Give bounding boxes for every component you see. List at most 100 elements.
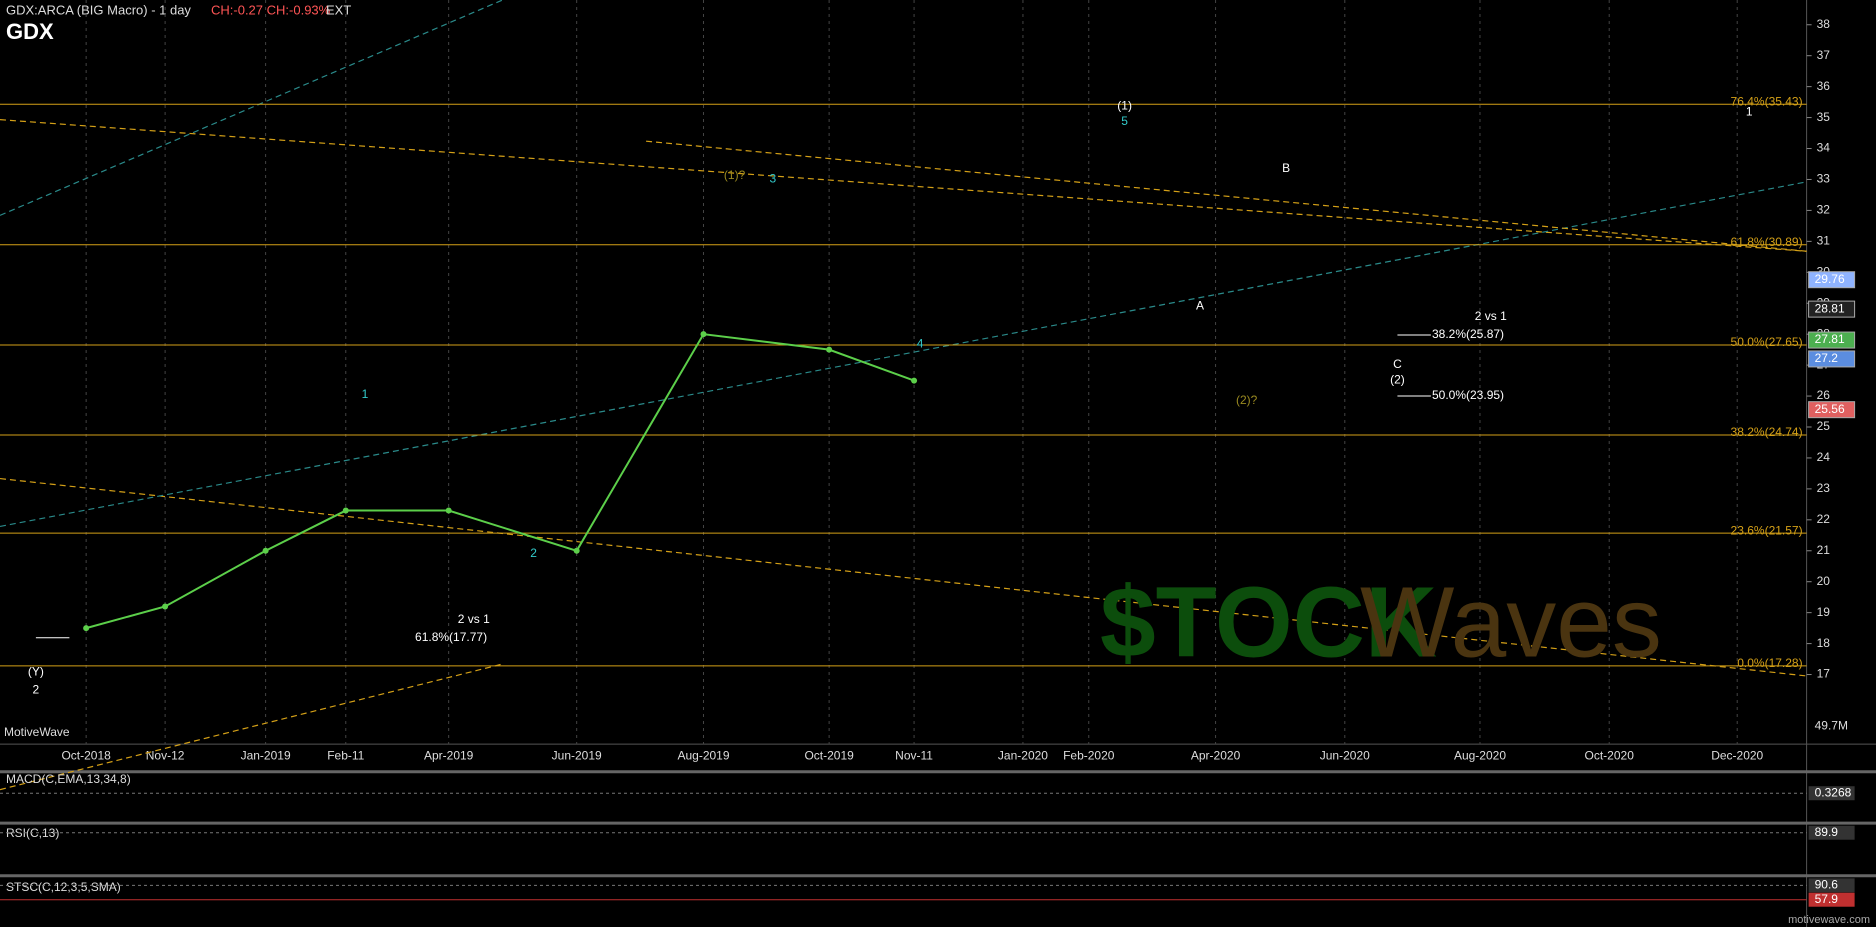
- indicator-label: STSC(C,12,3,5,SMA): [6, 880, 121, 894]
- x-tick-label: Oct-2018: [61, 748, 111, 762]
- wave-label: (1)?: [724, 168, 746, 182]
- price-tag: [1808, 300, 1856, 318]
- wave-label: 50.0%(23.95): [1432, 388, 1504, 402]
- y-tick-label: 36: [1817, 79, 1831, 93]
- x-tick-label: Aug-2020: [1454, 748, 1506, 762]
- x-tick-label: Nov-11: [895, 748, 933, 762]
- wave-label: 2: [33, 683, 40, 697]
- price-point: [573, 547, 580, 554]
- price-tag: [1808, 350, 1856, 368]
- fib-label: 61.8%(30.89): [1731, 235, 1803, 249]
- price-tag-label: 25.56: [1815, 402, 1845, 416]
- trend-line: [0, 181, 1807, 528]
- price-tag-label: 27.2: [1815, 351, 1839, 365]
- price-point: [162, 603, 169, 610]
- y-tick-label: 31: [1817, 234, 1831, 248]
- y-tick-label: 26: [1817, 388, 1831, 402]
- indicator-tag: [1808, 892, 1855, 907]
- price-point: [83, 625, 90, 632]
- wave-label: 5: [1121, 114, 1128, 128]
- x-tick-label: Jun-2019: [552, 748, 602, 762]
- y-tick-label: 18: [1817, 636, 1831, 650]
- session: EXT: [326, 2, 351, 17]
- wave-label: 2 vs 1: [1475, 309, 1507, 323]
- y-tick-label: 21: [1817, 543, 1831, 557]
- x-tick-label: Feb-2020: [1063, 748, 1115, 762]
- x-tick-label: Oct-2019: [804, 748, 854, 762]
- indicator-value: 90.6: [1815, 878, 1839, 892]
- y-tick-label: 17: [1817, 667, 1831, 681]
- wave-label: 38.2%(25.87): [1432, 327, 1504, 341]
- y-tick-label: 24: [1817, 450, 1831, 464]
- price-point: [445, 507, 452, 514]
- y-tick-label: 20: [1817, 574, 1831, 588]
- indicator-value: 57.9: [1815, 892, 1839, 906]
- trend-line: [646, 140, 1807, 252]
- price-tag: [1808, 331, 1856, 349]
- y-tick-label: 32: [1817, 203, 1831, 217]
- x-tick-label: Aug-2019: [677, 748, 729, 762]
- platform: MotiveWave: [4, 725, 70, 739]
- x-tick-label: Nov-12: [146, 748, 185, 762]
- trend-line: [0, 119, 1807, 252]
- trend-line: [0, 477, 1807, 677]
- wave-label: A: [1196, 298, 1204, 312]
- symbol: GDX: [6, 19, 54, 44]
- y-tick-label: 22: [1817, 512, 1831, 526]
- wave-label: (2): [1390, 373, 1405, 387]
- wave-label: 3: [770, 172, 777, 186]
- x-tick-label: Jan-2020: [998, 748, 1048, 762]
- trend-line: [0, 0, 503, 216]
- y-tick-label: 33: [1817, 172, 1831, 186]
- wave-label: 1: [1746, 105, 1753, 119]
- wave-label: 4: [917, 337, 924, 351]
- price-point: [262, 547, 269, 554]
- wave-label: 2 vs 1: [458, 612, 490, 626]
- x-tick-label: Apr-2019: [424, 748, 474, 762]
- fib-label: 50.0%(27.65): [1731, 335, 1803, 349]
- y-tick-label: 25: [1817, 419, 1831, 433]
- indicator-tag: [1808, 825, 1855, 840]
- price-point: [700, 331, 707, 338]
- wave-label: C: [1393, 357, 1402, 371]
- fib-label: 23.6%(21.57): [1731, 523, 1803, 537]
- wave-label: (2)?: [1236, 393, 1258, 407]
- x-tick-label: Apr-2020: [1191, 748, 1241, 762]
- price-tag-label: 27.81: [1815, 332, 1845, 346]
- y-tick-label: 23: [1817, 481, 1831, 495]
- volume-label: 49.7M: [1815, 718, 1848, 732]
- price-point: [826, 346, 833, 353]
- wave-label: (Y): [28, 665, 44, 679]
- watermark: $TOCK: [1100, 566, 1437, 678]
- fib-label: 76.4%(35.43): [1731, 94, 1803, 108]
- price-tag: [1808, 271, 1856, 289]
- chart-title: GDX:ARCA (BIG Macro) - 1 day: [6, 2, 191, 17]
- wave-label: 61.8%(17.77): [415, 630, 487, 644]
- y-tick-label: 38: [1817, 17, 1831, 31]
- indicator-value: 0.3268: [1815, 785, 1852, 799]
- y-tick-label: 37: [1817, 48, 1831, 62]
- indicator-tag: [1808, 786, 1855, 801]
- price-tag-label: 29.76: [1815, 272, 1845, 286]
- x-tick-label: Feb-11: [327, 748, 364, 762]
- watermark: Waves: [1360, 566, 1662, 678]
- x-tick-label: Dec-2020: [1711, 748, 1763, 762]
- x-tick-label: Jan-2019: [241, 748, 291, 762]
- indicator-value: 89.9: [1815, 825, 1839, 839]
- price-point: [342, 507, 349, 514]
- wave-label: 2: [530, 546, 537, 560]
- wave-label: B: [1282, 161, 1290, 175]
- x-tick-label: Jun-2020: [1320, 748, 1370, 762]
- price-tag-label: 28.81: [1815, 301, 1845, 315]
- indicator-tag: [1808, 878, 1855, 893]
- change: CH:-0.27 CH:-0.93%: [211, 2, 331, 17]
- price-tag: [1808, 401, 1856, 419]
- wave-label: (1): [1117, 99, 1132, 113]
- x-tick-label: Oct-2020: [1585, 748, 1635, 762]
- wave-label: 1: [362, 387, 369, 401]
- fib-label: 38.2%(24.74): [1731, 425, 1803, 439]
- trend-line: [0, 663, 503, 791]
